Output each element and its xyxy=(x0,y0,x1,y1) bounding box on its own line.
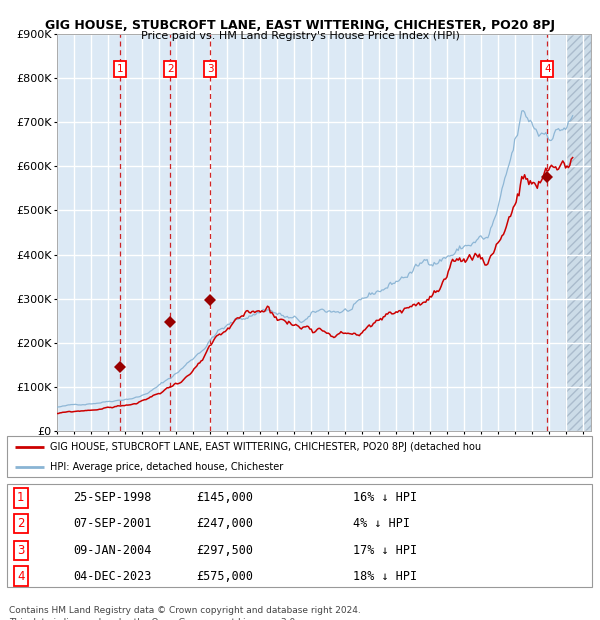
Text: 1: 1 xyxy=(117,64,124,74)
Text: 4% ↓ HPI: 4% ↓ HPI xyxy=(353,517,410,530)
Text: 16% ↓ HPI: 16% ↓ HPI xyxy=(353,491,417,504)
Text: 04-DEC-2023: 04-DEC-2023 xyxy=(74,570,152,583)
FancyBboxPatch shape xyxy=(7,436,592,477)
Text: Contains HM Land Registry data © Crown copyright and database right 2024.
This d: Contains HM Land Registry data © Crown c… xyxy=(9,606,361,620)
Text: 17% ↓ HPI: 17% ↓ HPI xyxy=(353,544,417,557)
Text: £297,500: £297,500 xyxy=(196,544,253,557)
Text: 1: 1 xyxy=(17,491,25,504)
Text: 3: 3 xyxy=(17,544,25,557)
Text: 2: 2 xyxy=(167,64,173,74)
Text: GIG HOUSE, STUBCROFT LANE, EAST WITTERING, CHICHESTER, PO20 8PJ (detached hou: GIG HOUSE, STUBCROFT LANE, EAST WITTERIN… xyxy=(50,441,481,451)
Text: HPI: Average price, detached house, Chichester: HPI: Average price, detached house, Chic… xyxy=(50,462,283,472)
Text: 25-SEP-1998: 25-SEP-1998 xyxy=(74,491,152,504)
Text: 2: 2 xyxy=(17,517,25,530)
Text: Price paid vs. HM Land Registry's House Price Index (HPI): Price paid vs. HM Land Registry's House … xyxy=(140,31,460,41)
Text: 4: 4 xyxy=(17,570,25,583)
Text: 4: 4 xyxy=(544,64,551,74)
Text: 07-SEP-2001: 07-SEP-2001 xyxy=(74,517,152,530)
Text: £145,000: £145,000 xyxy=(196,491,253,504)
Text: £575,000: £575,000 xyxy=(196,570,253,583)
Bar xyxy=(566,34,591,431)
Text: GIG HOUSE, STUBCROFT LANE, EAST WITTERING, CHICHESTER, PO20 8PJ: GIG HOUSE, STUBCROFT LANE, EAST WITTERIN… xyxy=(45,19,555,32)
Text: 18% ↓ HPI: 18% ↓ HPI xyxy=(353,570,417,583)
Text: 09-JAN-2004: 09-JAN-2004 xyxy=(74,544,152,557)
Text: 3: 3 xyxy=(207,64,214,74)
FancyBboxPatch shape xyxy=(7,484,592,587)
Text: £247,000: £247,000 xyxy=(196,517,253,530)
